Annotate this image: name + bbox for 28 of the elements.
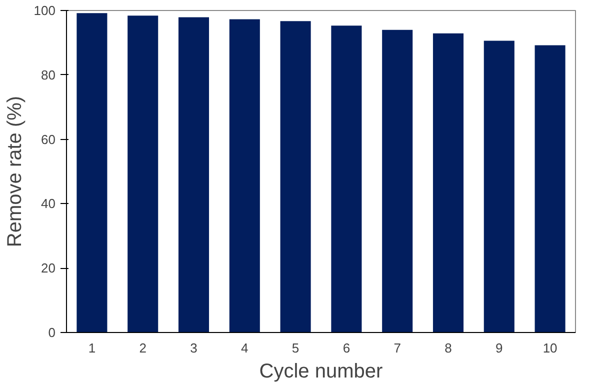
y-tick-label: 60: [41, 132, 56, 147]
bar: [382, 30, 413, 332]
x-axis-title: Cycle number: [259, 360, 384, 382]
y-tick-label: 100: [34, 3, 56, 18]
y-tick-label: 40: [41, 196, 56, 212]
bar: [229, 19, 260, 332]
x-tick-label: 6: [342, 340, 350, 356]
bar: [280, 21, 311, 332]
y-tick-label: 20: [41, 260, 56, 276]
bar: [178, 17, 210, 332]
x-tick-label: 5: [292, 340, 300, 356]
bar: [432, 33, 464, 332]
bar: [534, 45, 566, 332]
x-tick-label: 8: [444, 340, 452, 356]
x-tick-label: 7: [394, 340, 401, 356]
y-axis-title: Remove rate (%): [4, 96, 26, 248]
x-tick-label: 4: [241, 340, 248, 356]
bar: [484, 40, 514, 332]
x-tick-label: 9: [496, 340, 503, 356]
x-tick-label: 1: [88, 340, 96, 356]
bar: [76, 13, 108, 332]
bar: [128, 16, 158, 332]
x-tick-label: 2: [139, 340, 146, 356]
x-tick-label: 10: [542, 340, 558, 356]
y-tick-label: 0: [48, 325, 56, 340]
y-tick-label: 80: [41, 67, 56, 82]
bar: [331, 26, 362, 332]
x-tick-label: 3: [190, 340, 198, 356]
